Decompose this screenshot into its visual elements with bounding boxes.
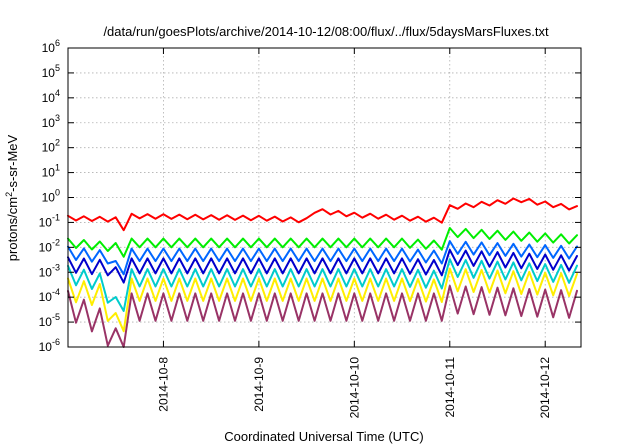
y-tick-exp: 0: [55, 188, 60, 198]
y-tick-exp: 2: [55, 138, 60, 148]
y-tick-exp: 4: [55, 88, 60, 98]
y-axis-label-sup: 2: [4, 192, 14, 197]
y-tick-exp: -2: [52, 237, 60, 247]
y-tick-label: 10-3: [39, 262, 60, 279]
y-tick-base: 10: [42, 191, 56, 205]
y-tick-label: 10-2: [39, 237, 60, 254]
y-tick-base: 10: [42, 116, 56, 130]
y-tick-base: 10: [39, 265, 53, 279]
x-tick-label: 2014-10-8: [156, 357, 170, 412]
y-tick-exp: -5: [52, 312, 60, 322]
x-tick-label: 2014-10-9: [252, 357, 266, 412]
y-tick-base: 10: [39, 240, 53, 254]
y-tick-label: 104: [42, 88, 60, 105]
y-tick-base: 10: [42, 41, 56, 55]
series-line-0: [67, 197, 578, 232]
x-tick-label: 2014-10-12: [538, 357, 552, 419]
chart-title: /data/run/goesPlots/archive/2014-10-12/0…: [103, 24, 549, 39]
y-axis-label-base: protons/cm: [5, 197, 20, 261]
y-tick-label: 10-4: [39, 287, 60, 304]
y-tick-label: 105: [42, 63, 60, 80]
y-axis-label: protons/cm2-s-sr-MeV: [4, 134, 20, 261]
y-tick-label: 102: [42, 138, 60, 155]
y-tick-exp: 3: [55, 113, 60, 123]
series-line-2: [67, 240, 578, 276]
y-tick-exp: 6: [55, 38, 60, 48]
x-tick-label: 2014-10-11: [443, 357, 457, 418]
y-tick-label: 106: [42, 38, 60, 55]
y-tick-exp: 1: [55, 163, 60, 173]
y-tick-label: 10-6: [39, 337, 60, 354]
series-line-1: [67, 227, 578, 258]
y-tick-base: 10: [39, 215, 53, 229]
y-tick-label: 101: [42, 163, 60, 180]
y-tick-label: 10-5: [39, 312, 60, 329]
series-line-5: [67, 267, 578, 333]
y-tick-base: 10: [42, 66, 56, 80]
y-tick-exp: -4: [52, 287, 60, 297]
y-axis: 10-610-510-410-310-210-11001011021031041…: [39, 38, 581, 354]
y-tick-exp: -3: [52, 262, 60, 272]
series-line-4: [67, 258, 578, 312]
y-tick-exp: -6: [52, 337, 60, 347]
x-axis-label: Coordinated Universal Time (UTC): [224, 429, 423, 444]
x-tick-label: 2014-10-10: [347, 357, 361, 419]
series-group: [67, 197, 578, 348]
y-axis-label-rest: -s-sr-MeV: [5, 134, 20, 191]
series-line-6: [67, 284, 578, 348]
y-tick-base: 10: [39, 290, 53, 304]
y-tick-base: 10: [39, 340, 53, 354]
y-tick-exp: 5: [55, 63, 60, 73]
series-line-3: [67, 248, 578, 284]
x-axis: 2014-10-8 2014-10-9 2014-10-10 2014-10-11 20…: [156, 48, 552, 418]
y-tick-label: 100: [42, 188, 60, 205]
y-tick-base: 10: [39, 315, 53, 329]
y-tick-exp: -1: [52, 212, 60, 222]
y-tick-label: 10-1: [39, 212, 60, 229]
y-tick-label: 103: [42, 113, 60, 130]
y-tick-base: 10: [42, 141, 56, 155]
y-tick-base: 10: [42, 166, 56, 180]
y-tick-base: 10: [42, 91, 56, 105]
